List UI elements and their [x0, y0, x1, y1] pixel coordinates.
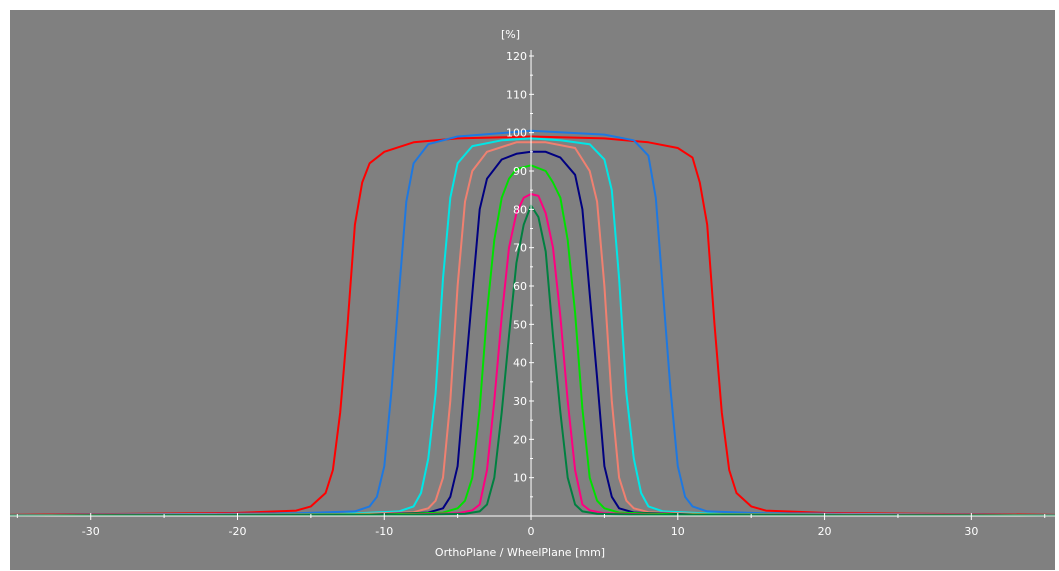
- x-tick-label: -10: [375, 525, 393, 538]
- x-tick-label: 30: [964, 525, 978, 538]
- x-tick-label: -30: [82, 525, 100, 538]
- chart-panel: -30 -20 -10 0 10 20 30 10 20 30 40 50 60 70 80 90 100 110…: [10, 10, 1055, 570]
- y-tick-label: 70: [513, 242, 527, 255]
- x-tick-label: 10: [671, 525, 685, 538]
- y-tick-label: 20: [513, 433, 527, 446]
- y-tick-label: 100: [506, 127, 527, 140]
- axes-layer: -30 -20 -10 0 10 20 30 10 20 30 40 50 60 70 80 90 100 110…: [10, 50, 1055, 538]
- y-tick-label: 40: [513, 357, 527, 370]
- x-tick-label: 20: [818, 525, 832, 538]
- y-tick-label: 10: [513, 472, 527, 485]
- x-tick-label: -20: [229, 525, 247, 538]
- line-chart: -30 -20 -10 0 10 20 30 10 20 30 40 50 60 70 80 90 100 110…: [10, 28, 1055, 559]
- series-line-8: [10, 204, 1055, 517]
- y-axis-title: [%]: [501, 28, 520, 41]
- x-axis-title: OrthoPlane / WheelPlane [mm]: [435, 546, 605, 559]
- y-tick-label: 50: [513, 318, 527, 331]
- y-tick-label: 60: [513, 280, 527, 293]
- series-line-2: [10, 129, 1055, 517]
- y-tick-label: 120: [506, 50, 527, 63]
- x-tick-label: 0: [528, 525, 535, 538]
- series-layer: [10, 129, 1055, 517]
- y-tick-label: 30: [513, 395, 527, 408]
- y-tick-label: 80: [513, 203, 527, 216]
- series-line-6: [10, 164, 1055, 517]
- series-line-4: [10, 141, 1055, 517]
- series-line-7: [10, 193, 1055, 517]
- y-tick-label: 110: [506, 88, 527, 101]
- y-tick-label: 90: [513, 165, 527, 178]
